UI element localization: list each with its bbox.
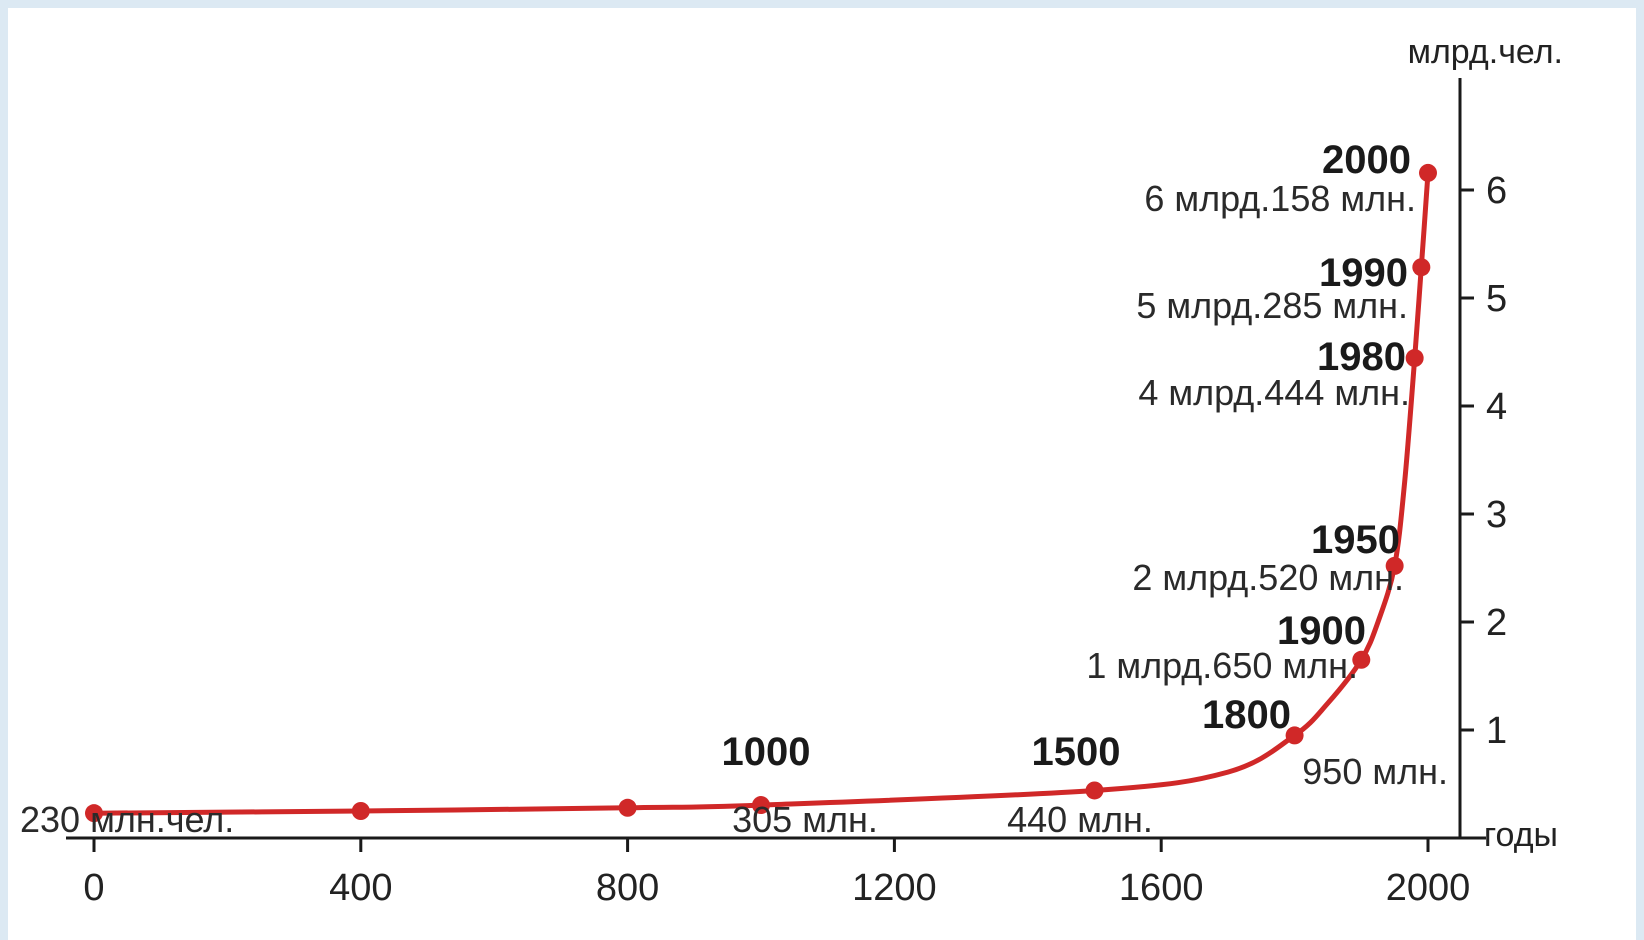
x-tick-label: 800 [596,867,659,909]
population-chart: 0 400 800 1200 1600 2000 1 2 3 4 5 6 млрд.чел. год… [20,33,1563,909]
label-year-1000: 1000 [722,730,811,774]
label-value-1800: 950 млн. [1302,751,1448,792]
data-point-1980 [1405,349,1424,368]
label-value-1990: 5 млрд.285 млн. [1136,285,1408,326]
x-tick-label: 1600 [1119,867,1204,909]
data-point-1800 [1285,726,1304,745]
data-point-1990 [1412,258,1431,277]
x-tick-label: 0 [83,867,104,909]
x-axis-unit: годы [1484,816,1558,854]
label-value-1500: 440 млн. [1007,799,1153,840]
x-tick-label: 2000 [1386,867,1471,909]
chart-frame: 0 400 800 1200 1600 2000 1 2 3 4 5 6 млрд.чел. год… [8,8,1636,940]
label-value-1950: 2 млрд.520 млн. [1132,557,1404,598]
data-point-1950 [1385,556,1404,575]
label-value-1980: 4 млрд.444 млн. [1138,372,1410,413]
data-point-1900 [1352,650,1371,669]
y-axis-unit: млрд.чел. [1408,33,1563,71]
label-value-1900: 1 млрд.650 млн. [1086,645,1358,686]
y-tick-label: 1 [1486,710,1507,752]
data-point-1500 [1085,781,1104,800]
y-tick-label: 3 [1486,494,1507,536]
data-point-0 [85,804,103,823]
data-point-2000 [1419,163,1437,182]
population-line [91,170,1431,816]
y-tick-label: 4 [1486,386,1507,428]
label-value-2000: 6 млрд.158 млн. [1144,178,1416,219]
y-tick-label: 5 [1486,278,1507,320]
data-point-400 [351,802,370,820]
x-tick-label: 1200 [852,867,937,909]
data-point-1000 [752,796,770,815]
label-year-1500: 1500 [1032,730,1121,774]
label-value-1000: 305 млн. [732,799,878,840]
y-tick-label: 6 [1486,170,1507,212]
data-point-800 [618,798,637,817]
x-tick-label: 400 [329,867,392,909]
label-year-1900: 1900 [1277,609,1366,653]
label-year-1800: 1800 [1202,693,1291,737]
x-ticks: 0 400 800 1200 1600 2000 [83,838,1470,909]
label-year-1950: 1950 [1311,518,1400,562]
label-start-value: 230 млн.чел. [20,799,234,840]
label-year-1980: 1980 [1317,335,1406,379]
label-year-1990: 1990 [1319,251,1408,295]
y-tick-label: 2 [1486,602,1507,644]
y-ticks: 1 2 3 4 5 6 [1460,170,1507,752]
data-points [85,163,1437,823]
label-year-2000: 2000 [1322,138,1411,182]
